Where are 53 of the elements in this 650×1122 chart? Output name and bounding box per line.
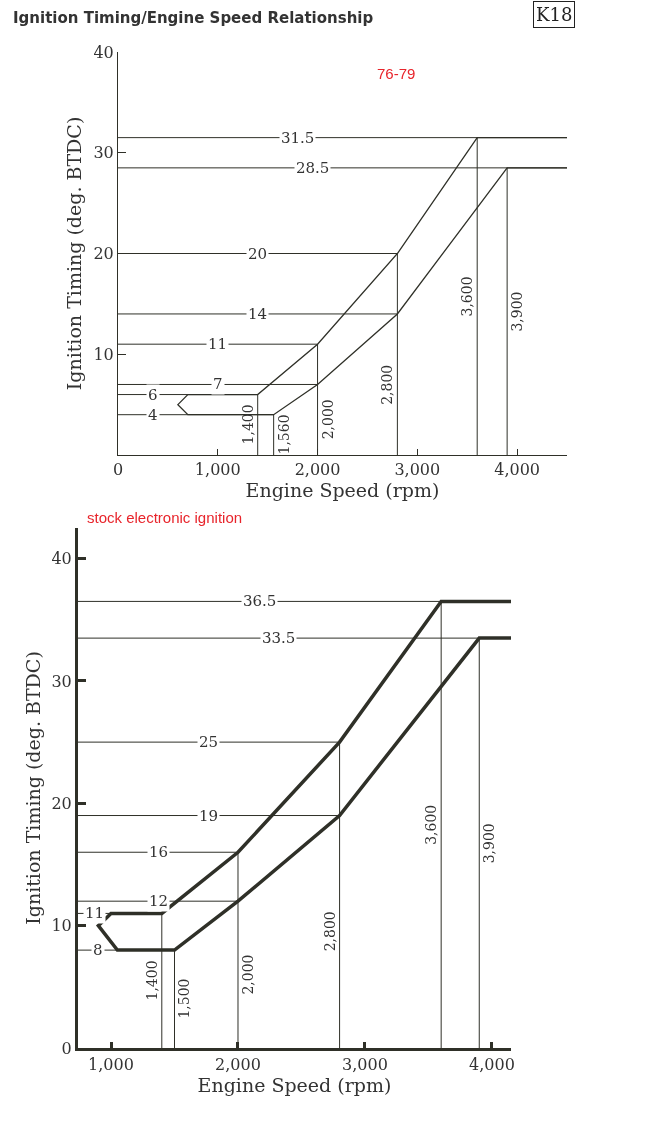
ref-line-label: 28.5	[296, 159, 330, 177]
ref-line-label: 1,400	[144, 960, 161, 1001]
ref-line-label: 2,800	[378, 364, 395, 405]
x-tick-label: 1,000	[88, 1055, 134, 1075]
y-tick-label: 40	[51, 549, 72, 569]
y-tick-label: 30	[51, 671, 72, 691]
x-tick-label: 3,000	[394, 460, 441, 480]
ref-line-label: 20	[248, 245, 268, 263]
y-tick-label: 10	[51, 916, 72, 936]
ref-line-label: 6	[148, 386, 158, 404]
ref-line-label: 3,900	[481, 823, 498, 864]
ref-line-label: 4	[148, 406, 158, 424]
ref-line-label: 3,600	[458, 276, 475, 317]
y-tick-label: 20	[93, 244, 114, 264]
y-axis-title: Ignition Timing (deg. BTDC)	[22, 651, 45, 925]
ref-line-label: 33.5	[262, 629, 296, 647]
y-axis-title: Ignition Timing (deg. BTDC)	[63, 116, 86, 391]
y-tick-label: 20	[51, 793, 72, 813]
ref-line-label: 19	[199, 807, 219, 825]
ref-line-label: 12	[149, 892, 169, 910]
ref-line-label: 3,600	[423, 804, 440, 845]
ref-line-label: 2,800	[321, 911, 338, 952]
x-axis-title: Engine Speed (rpm)	[245, 479, 440, 502]
x-axis-title: Engine Speed (rpm)	[197, 1074, 392, 1097]
x-tick-label: 3,000	[342, 1055, 388, 1075]
ref-line-label: 36.5	[243, 592, 277, 610]
ref-line-label: 16	[149, 843, 169, 861]
ref-line-label: 25	[199, 733, 219, 751]
ref-line-label: 8	[93, 941, 103, 959]
y-tick-label: 10	[93, 344, 114, 364]
x-tick-label: 4,000	[469, 1055, 515, 1075]
text: stock electronic ignition	[87, 509, 243, 526]
y-tick-label: 30	[93, 143, 114, 163]
x-tick-label: 2,000	[215, 1055, 261, 1075]
ref-line-label: 1,400	[239, 404, 256, 445]
text: K18	[536, 4, 573, 25]
y-tick-label: 0	[61, 1038, 72, 1058]
ref-line-label: 2,000	[319, 399, 336, 440]
ref-line-label: 1,500	[176, 978, 193, 1019]
annotation: 76-79	[377, 65, 416, 82]
ref-line-label: 31.5	[281, 129, 315, 147]
ref-line-label: 2,000	[240, 954, 257, 995]
y-tick-label: 40	[93, 42, 114, 62]
ref-line-label: 14	[248, 305, 268, 323]
x-tick-label: 2,000	[294, 460, 341, 480]
ref-line-label: 7	[213, 375, 223, 393]
x-tick-label: 1,000	[194, 460, 241, 480]
chart-title: Ignition Timing/Engine Speed Relationship	[13, 9, 374, 28]
ref-line-label: 1,560	[275, 414, 292, 455]
x-tick-label: 4,000	[494, 460, 541, 480]
ref-line-label: 3,900	[508, 291, 525, 332]
ref-line-label: 11	[208, 335, 228, 353]
ref-line-label: 11	[85, 904, 105, 922]
